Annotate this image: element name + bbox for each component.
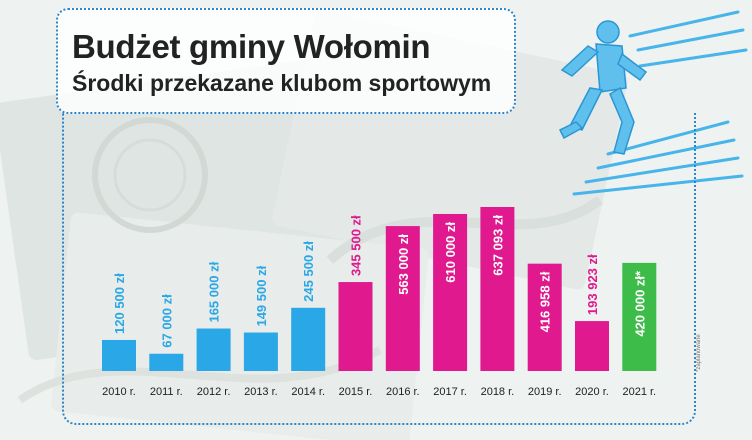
bar-9: [480, 207, 515, 371]
bar-7: [385, 226, 420, 371]
value-label-10: 416 958 zł: [538, 271, 553, 332]
bar-11: [575, 321, 609, 371]
bar-5: [291, 307, 326, 371]
value-label-2: 67 000 zł: [159, 294, 174, 348]
value-label-12: 420 000 zł*: [632, 270, 647, 337]
bar-8: [433, 213, 468, 371]
bar-10: [527, 263, 562, 371]
bar-2: [149, 353, 184, 371]
chart-title: Budżet gminy Wołomin: [72, 28, 431, 65]
value-label-9: 637 093 zł: [490, 215, 505, 276]
x-tick-label-12: 2021 r.: [622, 386, 656, 398]
value-label-7: 563 000 zł: [396, 234, 411, 295]
value-label-11: 193 923 zł: [585, 254, 600, 315]
x-tick-label-11: 2020 r.: [575, 386, 609, 398]
value-label-4: 149 500 zł: [254, 265, 269, 326]
x-tick-label-4: 2013 r.: [244, 386, 278, 398]
value-label-6: 345 500 zł: [349, 215, 364, 276]
x-tick-label-5: 2014 r.: [291, 386, 325, 398]
bar-3: [196, 328, 231, 371]
x-tick-label-2: 2011 r.: [150, 386, 183, 398]
value-label-8: 610 000 zł: [443, 222, 458, 283]
chart-subtitle: Środki przekazane klubom sportowym: [72, 70, 492, 96]
x-tick-label-1: 2010 r.: [102, 386, 136, 398]
runner-illustration: [558, 10, 748, 196]
bar-12: [622, 262, 657, 371]
x-tick-label-8: 2017 r.: [433, 386, 467, 398]
bar-6: [338, 282, 373, 371]
x-tick-label-9: 2018 r.: [481, 386, 515, 398]
title-box: Budżet gminy Wołomin Środki przekazane k…: [56, 8, 516, 114]
value-label-1: 120 500 zł: [112, 273, 127, 334]
x-tick-label-6: 2015 r.: [339, 386, 373, 398]
footnote: *zaplanowane: [696, 334, 702, 372]
chart-frame: [62, 113, 696, 425]
bar-1: [102, 339, 136, 371]
bar-4: [243, 332, 278, 371]
value-label-5: 245 500 zł: [301, 241, 316, 302]
x-tick-label-3: 2012 r.: [197, 386, 231, 398]
x-tick-label-10: 2019 r.: [528, 386, 562, 398]
value-label-3: 165 000 zł: [207, 261, 222, 322]
x-tick-label-7: 2016 r.: [386, 386, 420, 398]
